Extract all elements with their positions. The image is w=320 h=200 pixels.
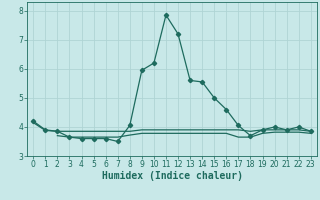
X-axis label: Humidex (Indice chaleur): Humidex (Indice chaleur) xyxy=(101,171,243,181)
